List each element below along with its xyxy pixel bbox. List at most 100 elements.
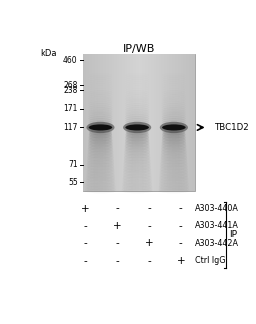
Bar <box>149 54 150 191</box>
Bar <box>189 54 190 191</box>
Ellipse shape <box>125 138 149 143</box>
Ellipse shape <box>125 140 149 145</box>
Bar <box>165 54 166 191</box>
Ellipse shape <box>89 137 112 141</box>
Bar <box>119 54 120 191</box>
Ellipse shape <box>125 114 149 119</box>
Text: -: - <box>84 238 88 249</box>
Text: 171: 171 <box>63 104 78 113</box>
Ellipse shape <box>87 168 114 172</box>
Bar <box>136 54 137 191</box>
Text: +: + <box>113 221 122 231</box>
Text: A303-442A: A303-442A <box>195 239 239 248</box>
Text: -: - <box>115 238 119 249</box>
Bar <box>101 54 102 191</box>
Bar <box>111 54 112 191</box>
Ellipse shape <box>123 163 151 167</box>
Bar <box>107 54 108 191</box>
Bar <box>95 54 96 191</box>
Ellipse shape <box>162 132 186 137</box>
Bar <box>138 54 139 191</box>
Bar <box>83 54 195 191</box>
Bar <box>94 54 95 191</box>
Ellipse shape <box>88 116 112 121</box>
Ellipse shape <box>88 120 112 125</box>
Text: -: - <box>84 256 88 266</box>
Ellipse shape <box>123 166 151 170</box>
Ellipse shape <box>124 157 151 161</box>
Text: IP: IP <box>229 230 237 239</box>
Bar <box>114 54 115 191</box>
Ellipse shape <box>162 142 186 146</box>
Ellipse shape <box>161 152 187 156</box>
Ellipse shape <box>124 147 150 152</box>
Bar <box>132 54 133 191</box>
Bar <box>157 54 158 191</box>
Ellipse shape <box>162 120 186 125</box>
Ellipse shape <box>162 135 186 140</box>
Bar <box>177 54 178 191</box>
Ellipse shape <box>126 129 149 134</box>
Text: 460: 460 <box>63 56 78 64</box>
Ellipse shape <box>86 122 114 133</box>
Bar <box>145 54 146 191</box>
Ellipse shape <box>162 124 186 131</box>
Bar <box>176 54 177 191</box>
Text: 268: 268 <box>63 81 78 89</box>
Bar <box>127 54 128 191</box>
Bar <box>124 54 125 191</box>
Text: -: - <box>179 221 183 231</box>
Ellipse shape <box>87 155 114 160</box>
Bar <box>90 54 91 191</box>
Ellipse shape <box>89 129 112 134</box>
Ellipse shape <box>124 160 151 164</box>
Bar <box>156 54 157 191</box>
Ellipse shape <box>87 160 114 164</box>
Bar <box>128 54 129 191</box>
Bar <box>116 54 117 191</box>
Bar <box>174 54 175 191</box>
Ellipse shape <box>124 151 150 155</box>
Text: +: + <box>145 238 153 249</box>
Ellipse shape <box>162 116 186 121</box>
Ellipse shape <box>124 155 150 160</box>
Text: kDa: kDa <box>40 49 56 58</box>
Bar <box>182 54 183 191</box>
Bar <box>159 54 160 191</box>
Bar <box>130 54 131 191</box>
Text: 117: 117 <box>63 123 78 132</box>
Ellipse shape <box>87 161 114 166</box>
Ellipse shape <box>125 118 149 123</box>
Bar <box>179 54 180 191</box>
Bar <box>96 54 97 191</box>
Bar <box>178 54 179 191</box>
Ellipse shape <box>125 134 149 138</box>
Text: 55: 55 <box>68 178 78 187</box>
Bar <box>188 54 189 191</box>
Ellipse shape <box>125 135 149 140</box>
Bar <box>185 54 186 191</box>
Text: -: - <box>147 203 151 214</box>
Bar <box>168 54 169 191</box>
Ellipse shape <box>124 149 150 154</box>
Ellipse shape <box>125 122 149 127</box>
Bar <box>173 54 174 191</box>
Bar <box>129 54 130 191</box>
Ellipse shape <box>161 149 187 154</box>
Text: 71: 71 <box>68 160 78 169</box>
Text: 238: 238 <box>63 86 78 95</box>
Ellipse shape <box>162 134 186 138</box>
Ellipse shape <box>88 143 113 147</box>
Bar <box>172 54 173 191</box>
Ellipse shape <box>88 114 112 119</box>
Bar <box>162 54 163 191</box>
Bar <box>153 54 154 191</box>
Ellipse shape <box>160 163 188 167</box>
Text: +: + <box>176 256 185 266</box>
Bar <box>143 54 144 191</box>
Bar <box>148 54 149 191</box>
Bar <box>125 54 126 191</box>
Bar <box>163 54 164 191</box>
Ellipse shape <box>161 155 187 160</box>
Bar <box>123 54 124 191</box>
